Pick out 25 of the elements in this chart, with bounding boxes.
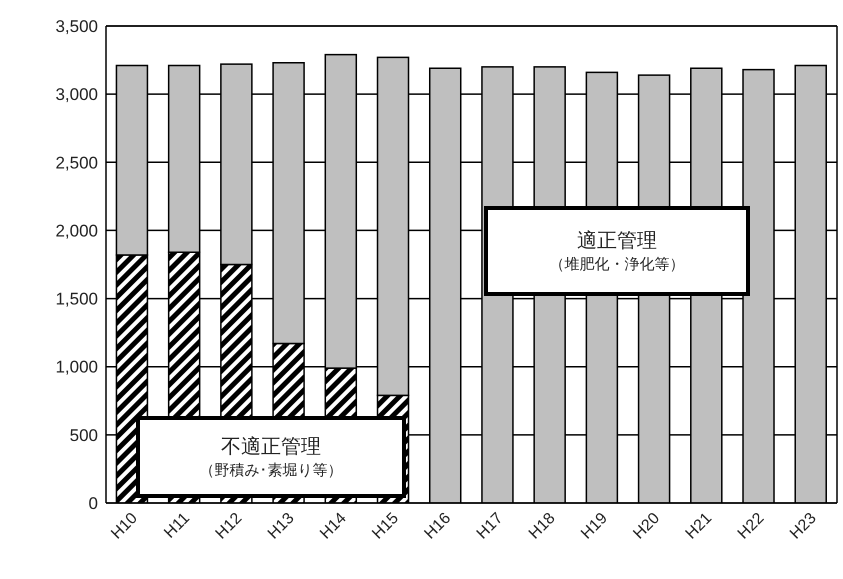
x-tick-label: H11 bbox=[161, 510, 194, 542]
x-tick-label: H14 bbox=[317, 510, 350, 543]
x-tick-label: H21 bbox=[682, 510, 716, 543]
y-tick-label: 1,000 bbox=[55, 358, 98, 377]
x-tick-label: H16 bbox=[421, 510, 454, 543]
y-tick-label: 2,500 bbox=[55, 153, 98, 172]
x-tick-label: H15 bbox=[369, 510, 402, 543]
x-tick-label: H22 bbox=[734, 510, 768, 543]
x-tick-label: H23 bbox=[786, 510, 820, 543]
y-tick-label: 500 bbox=[70, 426, 98, 445]
y-tick-label: 1,500 bbox=[55, 290, 98, 309]
x-tick-label: H13 bbox=[264, 510, 298, 543]
x-tick-label: H10 bbox=[108, 510, 141, 543]
x-tick-label: H19 bbox=[578, 510, 611, 543]
x-tick-label: H12 bbox=[212, 510, 246, 543]
x-tick-label: H20 bbox=[630, 510, 664, 543]
y-tick-label: 3,000 bbox=[55, 85, 98, 104]
y-tick-label: 2,000 bbox=[55, 221, 98, 240]
text-box: 適正管理（堆肥化・浄化等） bbox=[484, 206, 750, 296]
x-tick-label: H18 bbox=[526, 510, 559, 543]
y-tick-label: 0 bbox=[88, 494, 98, 514]
y-tick-label: 3,500 bbox=[55, 17, 98, 36]
text-box: 不適正管理（野積み･素堀り等） bbox=[136, 416, 406, 498]
series-label: 適正管理（堆肥化・浄化等） bbox=[550, 227, 684, 275]
series-label: 不適正管理（野積み･素堀り等） bbox=[200, 433, 342, 481]
